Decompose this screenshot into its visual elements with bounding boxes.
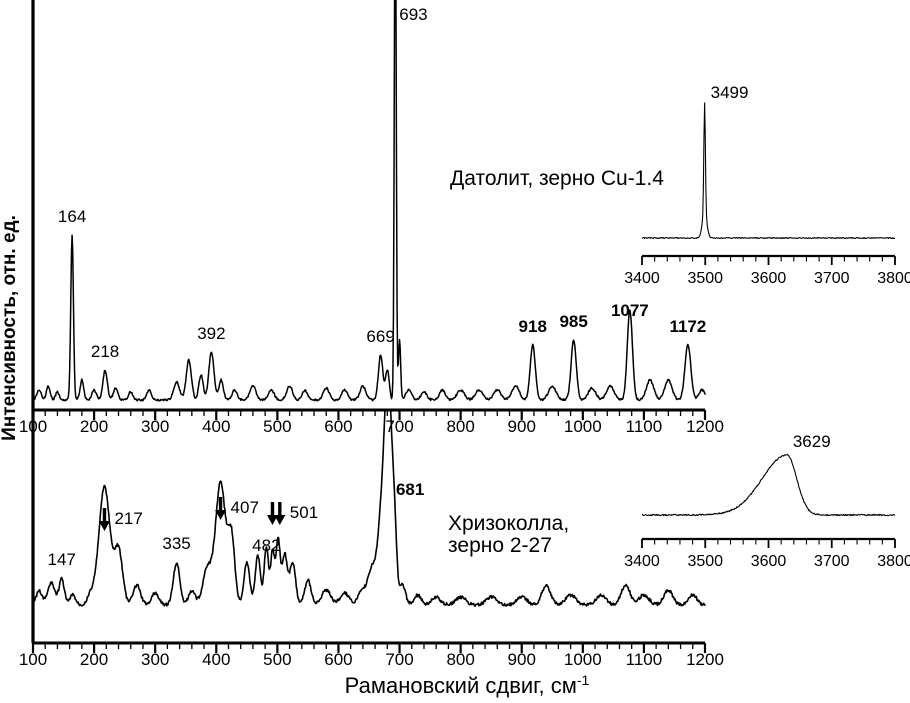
svg-text:482: 482 [252,536,280,555]
svg-text:164: 164 [58,207,86,226]
svg-text:300: 300 [141,417,169,436]
svg-text:100: 100 [19,650,47,669]
svg-text:3500: 3500 [687,270,723,287]
svg-text:1000: 1000 [564,650,602,669]
svg-text:3600: 3600 [751,270,787,287]
svg-text:400: 400 [202,650,230,669]
svg-text:3629: 3629 [793,432,831,451]
svg-text:Датолит, зерно Cu-1.4: Датолит, зерно Cu-1.4 [450,167,664,190]
svg-text:918: 918 [519,317,547,336]
svg-text:900: 900 [508,417,536,436]
svg-text:217: 217 [114,509,142,528]
svg-text:3499: 3499 [711,83,749,102]
svg-text:Рамановский сдвиг, см-1: Рамановский сдвиг, см-1 [345,672,590,698]
svg-text:985: 985 [559,312,587,331]
svg-text:600: 600 [324,650,352,669]
svg-text:200: 200 [80,650,108,669]
svg-text:681: 681 [396,480,424,499]
svg-text:700: 700 [385,650,413,669]
svg-text:669: 669 [366,327,394,346]
svg-text:500: 500 [263,417,291,436]
svg-text:693: 693 [399,5,427,24]
svg-text:218: 218 [91,342,119,361]
svg-text:3700: 3700 [814,270,850,287]
svg-text:3800: 3800 [877,270,910,287]
svg-text:1200: 1200 [686,650,724,669]
svg-text:3600: 3600 [751,553,787,570]
svg-text:3400: 3400 [624,270,660,287]
svg-text:400: 400 [202,417,230,436]
svg-text:Хризоколла,: Хризоколла, [448,512,569,535]
svg-text:800: 800 [446,417,474,436]
svg-text:100: 100 [19,417,47,436]
svg-text:3500: 3500 [687,553,723,570]
svg-text:335: 335 [162,534,190,553]
svg-text:392: 392 [197,324,225,343]
svg-text:500: 500 [263,650,291,669]
svg-text:3400: 3400 [624,553,660,570]
svg-text:1200: 1200 [686,417,724,436]
svg-text:Интенсивность, отн. ед.: Интенсивность, отн. ед. [0,215,20,441]
svg-text:900: 900 [508,650,536,669]
svg-text:800: 800 [446,650,474,669]
svg-text:600: 600 [324,417,352,436]
svg-text:3800: 3800 [877,553,910,570]
svg-text:407: 407 [231,498,259,517]
svg-text:147: 147 [48,550,76,569]
svg-text:1077: 1077 [611,301,649,320]
svg-text:300: 300 [141,650,169,669]
svg-text:зерно 2-27: зерно 2-27 [448,534,552,557]
svg-text:1000: 1000 [564,417,602,436]
svg-text:501: 501 [290,503,318,522]
svg-text:200: 200 [80,417,108,436]
svg-text:1100: 1100 [626,650,663,669]
svg-text:1100: 1100 [626,417,663,436]
svg-text:3700: 3700 [814,553,850,570]
svg-text:700: 700 [385,417,413,436]
svg-text:1172: 1172 [669,317,706,336]
